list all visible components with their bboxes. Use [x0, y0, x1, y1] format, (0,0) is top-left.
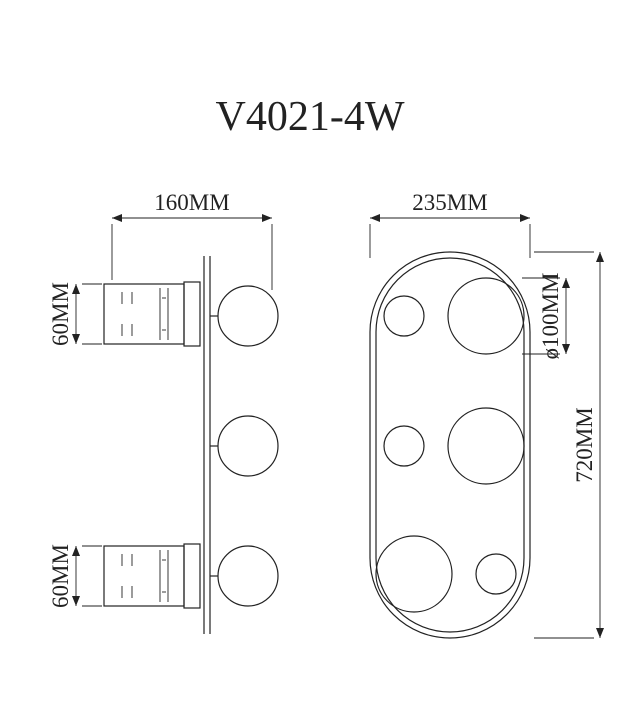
dim-height-upper: 60MM: [48, 282, 102, 346]
bracket-upper: [104, 282, 200, 346]
globe-2: [210, 416, 278, 476]
dim-width-right-label: 235MM: [412, 190, 487, 215]
front-globe-small-3: [476, 554, 516, 594]
model-title: V4021-4W: [216, 94, 405, 140]
dim-height-lower: 60MM: [48, 544, 102, 608]
technical-drawing: V4021-4W: [0, 0, 619, 720]
dim-height-upper-label: 60MM: [48, 282, 73, 346]
dim-height-lower-label: 60MM: [48, 544, 73, 608]
front-globe-large-1: [448, 278, 524, 354]
front-globe-large-2: [448, 408, 524, 484]
frame-outer: [370, 252, 530, 638]
dim-width-left: 160MM: [112, 190, 272, 290]
dim-diameter-label: ø100MM: [538, 273, 563, 360]
front-globe-small-2: [384, 426, 424, 466]
front-view: [370, 252, 530, 638]
frame-inner: [376, 258, 524, 632]
front-globe-large-3: [376, 536, 452, 612]
dim-total-height-label: 720MM: [572, 407, 597, 482]
left-side-view: [104, 256, 278, 634]
globe-3: [210, 546, 278, 606]
bracket-lower: [104, 544, 200, 608]
dim-width-left-label: 160MM: [154, 190, 229, 215]
dim-diameter: ø100MM: [522, 273, 570, 360]
globe-1: [210, 286, 278, 346]
dim-width-right: 235MM: [370, 190, 530, 258]
front-globe-small-1: [384, 296, 424, 336]
